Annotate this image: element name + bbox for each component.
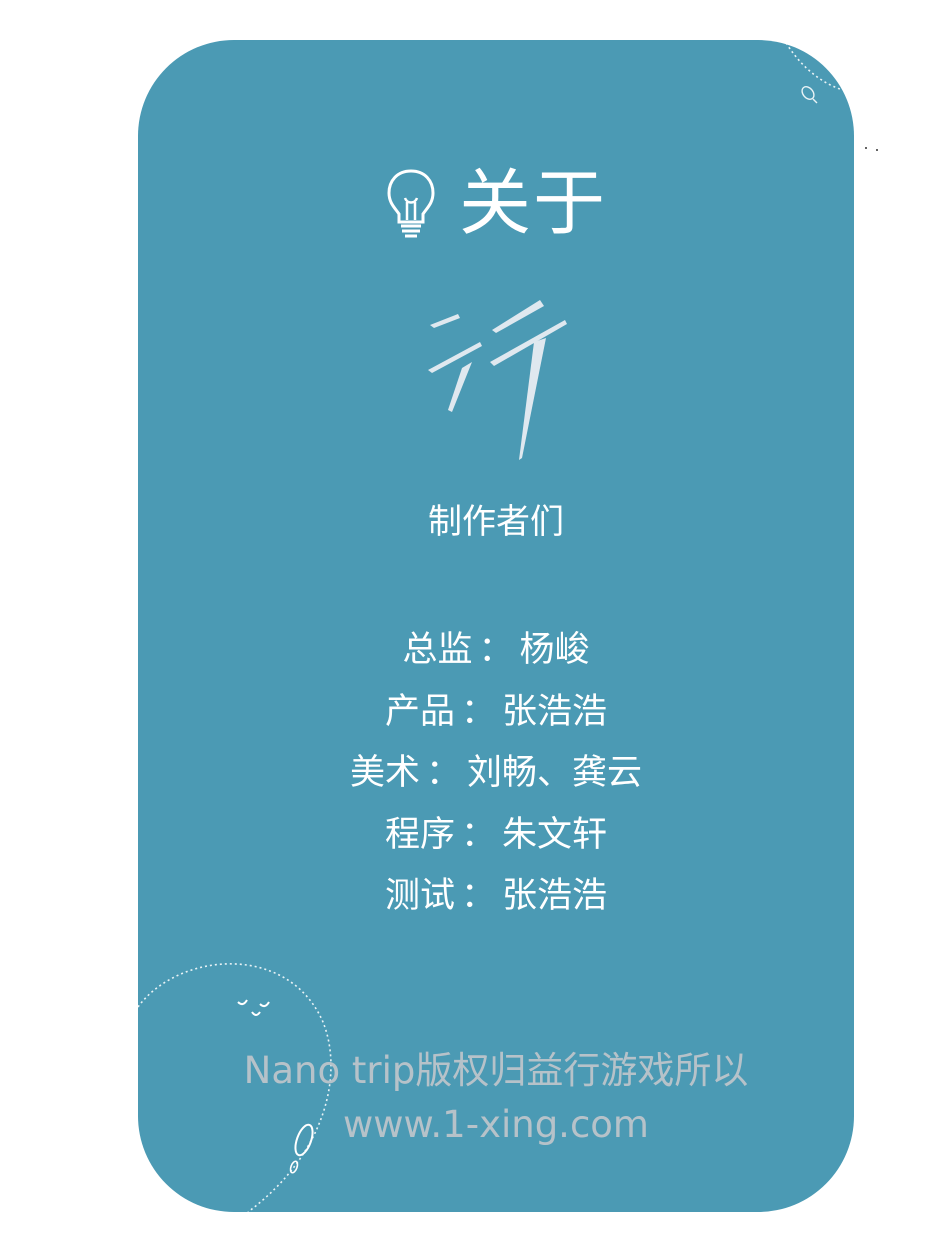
lightbulb-icon xyxy=(387,169,435,238)
credit-line-programming: 程序：朱文轩 xyxy=(138,805,854,867)
credit-line-product: 产品：张浩浩 xyxy=(138,682,854,744)
footer: Nano trip版权归益行游戏所以 www.1-xing.com xyxy=(138,1044,854,1152)
credit-separator: ： xyxy=(460,814,496,855)
stray-dots-decoration xyxy=(865,147,878,151)
credit-separator: ： xyxy=(460,691,496,732)
credit-role: 测试 xyxy=(384,876,455,916)
credit-role: 总监 xyxy=(402,630,473,670)
credit-names: 张浩浩 xyxy=(502,691,608,732)
credit-line-testing: 测试：张浩浩 xyxy=(138,866,854,928)
bubble-decoration-bottom xyxy=(138,963,332,1212)
xing-calligraphy-logo xyxy=(428,300,567,460)
credit-names: 朱文轩 xyxy=(502,814,608,855)
credit-separator: ： xyxy=(478,630,514,670)
credit-role: 程序 xyxy=(384,814,455,855)
credit-names: 刘畅、龚云 xyxy=(467,753,643,793)
makers-heading: 制作者们 xyxy=(428,502,564,542)
credits-list: 总监：杨峻 产品：张浩浩 美术：刘畅、龚云 程序：朱文轩 测试：张浩浩 xyxy=(138,620,854,928)
credit-separator: ： xyxy=(460,876,496,916)
credit-line-director: 总监：杨峻 xyxy=(138,620,854,682)
credit-role: 美术 xyxy=(349,753,420,793)
copyright-text: Nano trip版权归益行游戏所以 xyxy=(243,1049,749,1092)
website-link[interactable]: www.1-xing.com xyxy=(343,1103,649,1146)
credit-role: 产品 xyxy=(384,691,455,732)
credit-separator: ： xyxy=(425,753,461,793)
credit-line-art: 美术：刘畅、龚云 xyxy=(138,743,854,805)
bubble-decoration-top xyxy=(783,40,854,104)
credit-names: 杨峻 xyxy=(519,630,590,670)
credit-names: 张浩浩 xyxy=(502,876,608,916)
about-card: 关于 制作者们 总监：杨峻 产品：张浩浩 美术：刘畅、龚云 程序：朱文轩 测试：… xyxy=(138,40,854,1212)
title-row: 关于 xyxy=(138,158,854,248)
page-title: 关于 xyxy=(458,161,607,245)
